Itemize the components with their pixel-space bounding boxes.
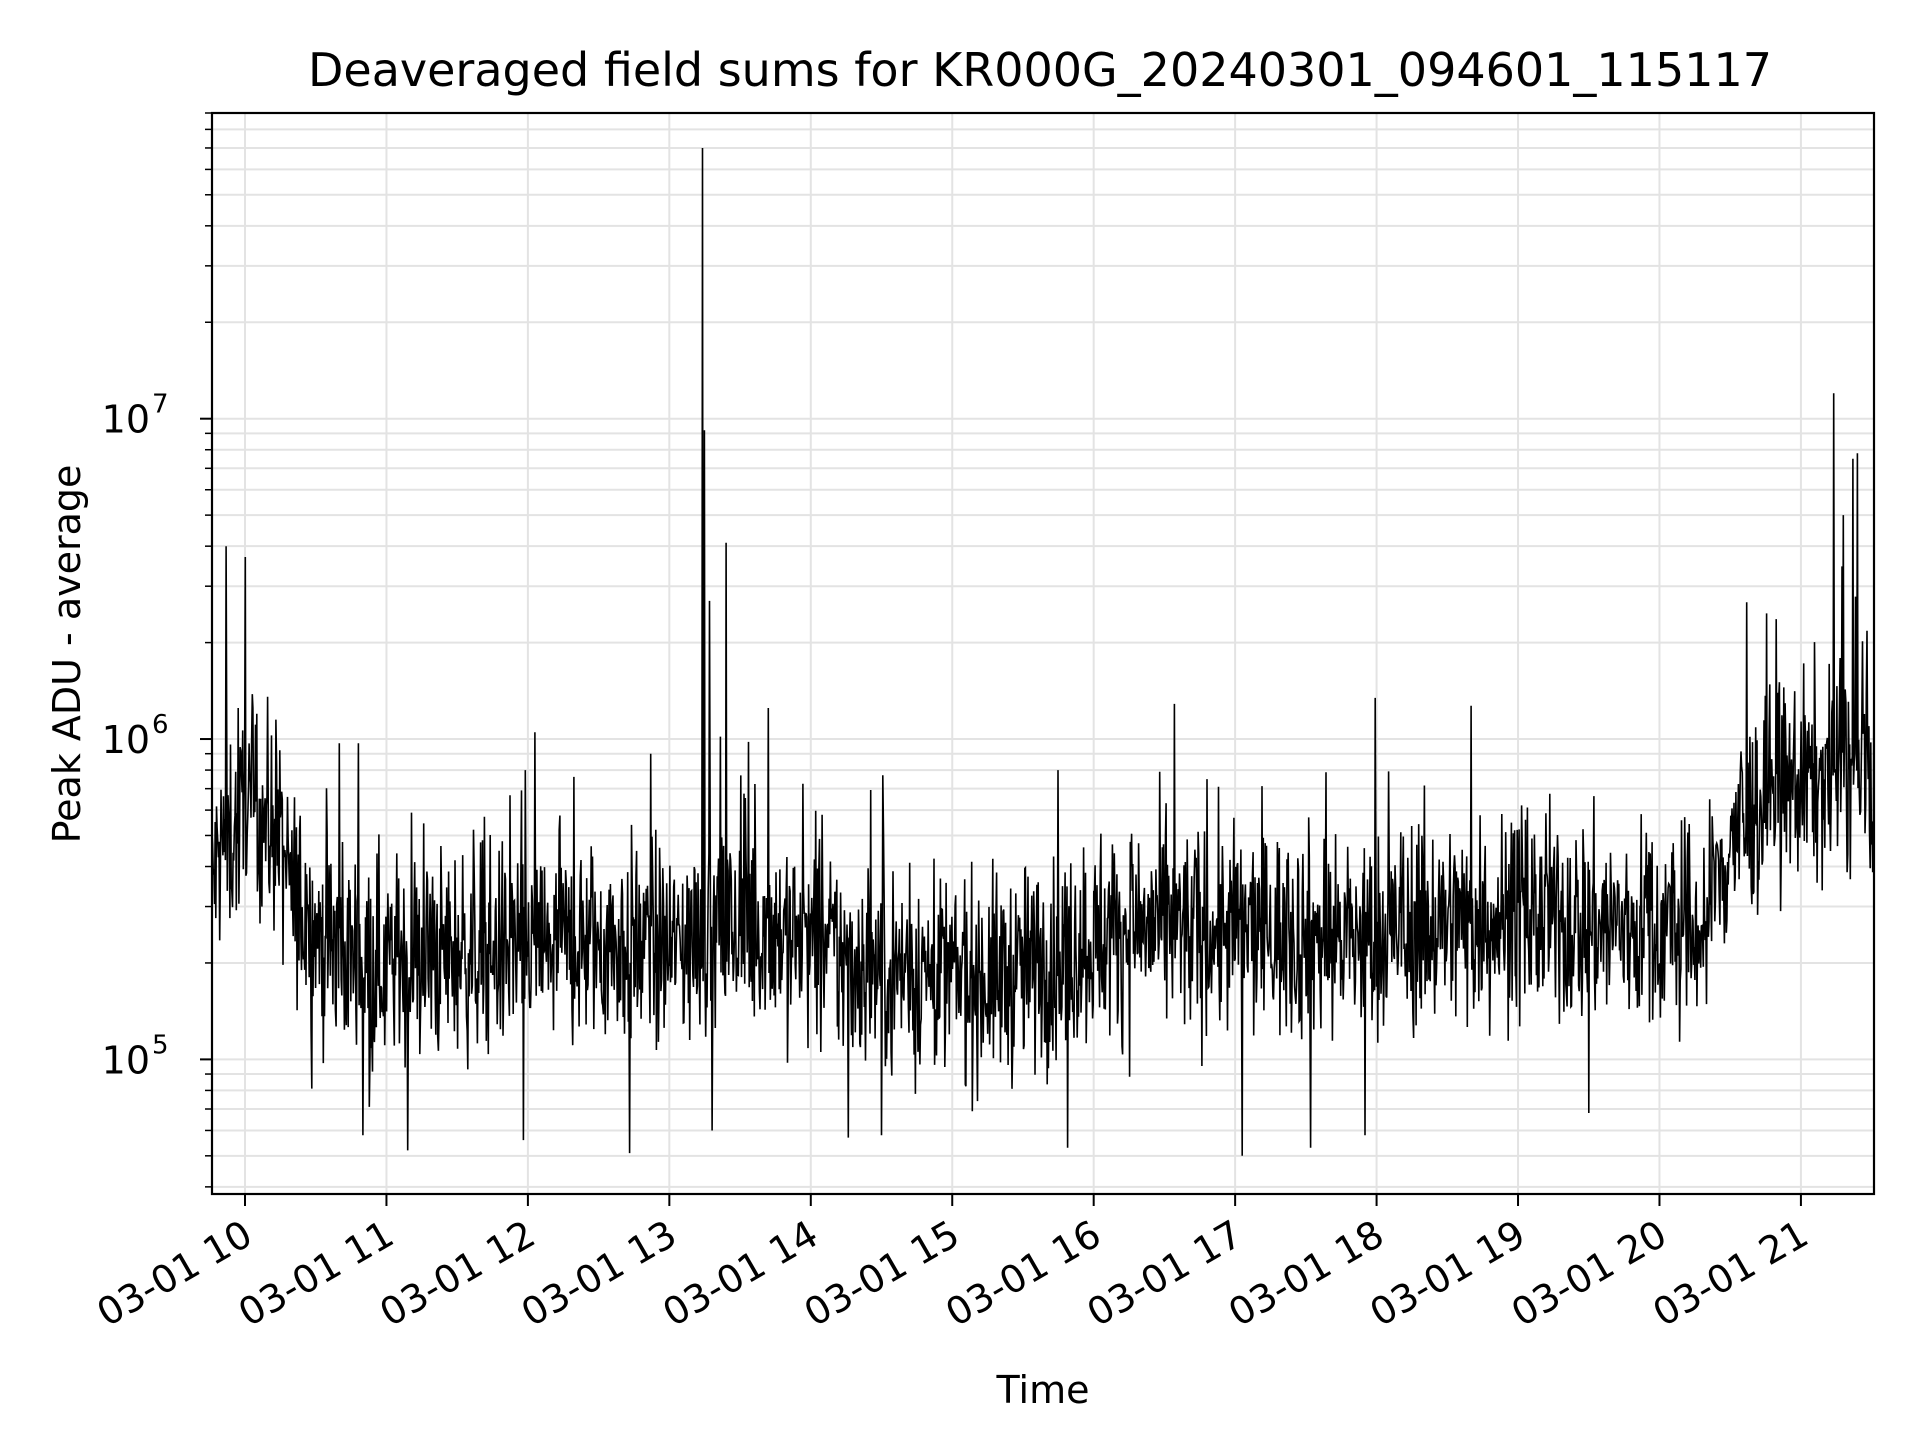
y-tick-exponent: 7 — [152, 390, 169, 420]
x-axis-label: Time — [996, 1368, 1090, 1412]
chart-title: Deaveraged field sums for KR000G_2024030… — [308, 43, 1772, 97]
y-tick-label: 10 — [102, 398, 150, 442]
series-line — [212, 147, 1874, 1156]
plot-frame — [210, 111, 1876, 1196]
y-tick-label: 10 — [102, 1038, 150, 1082]
plot-area — [212, 147, 1874, 1156]
y-axis-label: Peak ADU - average — [45, 465, 89, 844]
y-tick-label: 10 — [102, 718, 150, 762]
y-tick-exponent: 5 — [152, 1030, 169, 1060]
y-tick-exponent: 6 — [152, 710, 169, 740]
